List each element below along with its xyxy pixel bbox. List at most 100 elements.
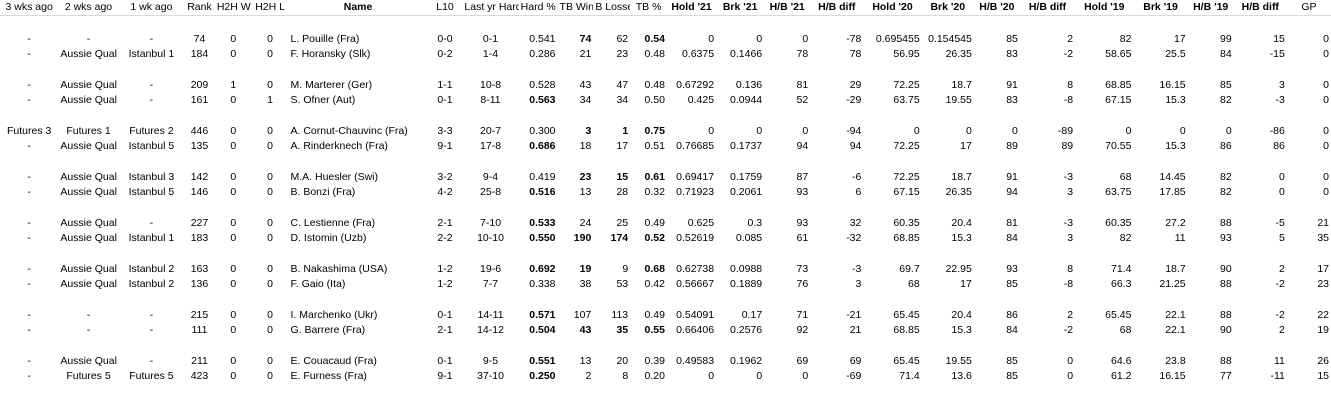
cell-name[interactable]: F. Gaio (Ita) xyxy=(290,278,346,290)
cell-hb-19[interactable]: 88 xyxy=(1220,355,1232,367)
empty-cell[interactable] xyxy=(1133,338,1187,354)
cell-hb-diff-21[interactable]: 94 xyxy=(849,140,862,152)
cell-last-yr-hard[interactable]: 9-5 xyxy=(482,355,499,367)
cell-gp[interactable]: 0 xyxy=(1323,125,1329,137)
cell-hb-19[interactable]: 82 xyxy=(1220,186,1232,198)
cell-hb-20[interactable]: 0 xyxy=(1012,125,1018,137)
cell-hold-21[interactable]: 0 xyxy=(708,33,715,45)
empty-cell[interactable] xyxy=(810,108,863,124)
cell-gp[interactable]: 23 xyxy=(1317,278,1329,290)
empty-cell[interactable] xyxy=(1075,246,1133,262)
cell-l10[interactable]: 0-1 xyxy=(437,355,453,367)
empty-cell[interactable] xyxy=(1287,16,1331,33)
empty-cell[interactable] xyxy=(462,62,518,78)
empty-cell[interactable] xyxy=(1188,154,1234,170)
header-hb-diff-19[interactable]: H/B diff xyxy=(1233,0,1287,16)
empty-cell[interactable] xyxy=(593,292,630,308)
cell-two-wks-ago[interactable]: Aussie Qual xyxy=(60,171,117,183)
cell-tb-losses[interactable]: 9 xyxy=(622,263,629,275)
cell-brk-20[interactable]: 18.7 xyxy=(951,79,972,91)
cell-three-wks-ago[interactable]: - xyxy=(27,232,31,244)
cell-h2h-w[interactable]: 0 xyxy=(230,263,237,275)
cell-three-wks-ago[interactable]: - xyxy=(27,370,31,382)
cell-hb-diff-19[interactable]: -15 xyxy=(1269,48,1285,60)
cell-one-wk-ago[interactable]: Istanbul 1 xyxy=(128,232,175,244)
cell-hold-19[interactable]: 65.45 xyxy=(1105,309,1132,321)
cell-l10[interactable]: 0-2 xyxy=(437,48,453,60)
cell-name[interactable]: A. Cornut-Chauvinc (Fra) xyxy=(290,125,408,137)
empty-cell[interactable] xyxy=(252,154,289,170)
cell-hold-19[interactable]: 82 xyxy=(1119,33,1132,45)
cell-tb-pct[interactable]: 0.42 xyxy=(644,278,665,290)
cell-hb-diff-21[interactable]: 78 xyxy=(849,48,862,60)
cell-hold-20[interactable]: 0.695455 xyxy=(875,33,920,45)
empty-cell[interactable] xyxy=(922,62,974,78)
cell-h2h-l[interactable]: 0 xyxy=(267,171,273,183)
empty-cell[interactable] xyxy=(1188,16,1234,33)
header-brk-20[interactable]: Brk '20 xyxy=(921,0,974,16)
empty-cell[interactable] xyxy=(252,200,289,216)
cell-brk-20[interactable]: 20.4 xyxy=(951,217,972,229)
cell-hb-21[interactable]: 0 xyxy=(802,370,809,382)
empty-cell[interactable] xyxy=(593,338,630,354)
empty-cell[interactable] xyxy=(519,154,558,170)
header-gp[interactable]: GP xyxy=(1286,0,1331,16)
cell-brk-21[interactable]: 0.2576 xyxy=(730,324,763,336)
cell-last-yr-hard[interactable]: 8-11 xyxy=(480,94,501,106)
cell-hb-diff-20[interactable]: -2 xyxy=(1063,324,1074,336)
cell-hard-pct[interactable]: 0.571 xyxy=(529,309,556,321)
cell-h2h-w[interactable]: 0 xyxy=(230,125,237,137)
empty-cell[interactable] xyxy=(922,292,974,308)
empty-cell[interactable] xyxy=(1133,62,1187,78)
cell-brk-20[interactable]: 0.154545 xyxy=(928,33,972,45)
empty-cell[interactable] xyxy=(119,338,184,354)
empty-cell[interactable] xyxy=(630,154,667,170)
cell-gp[interactable]: 0 xyxy=(1323,140,1329,152)
cell-two-wks-ago[interactable]: Aussie Qual xyxy=(60,186,117,198)
header-hb-diff-21[interactable]: H/B diff xyxy=(810,0,864,16)
cell-brk-21[interactable]: 0.17 xyxy=(741,309,763,321)
empty-cell[interactable] xyxy=(558,108,594,124)
empty-cell[interactable] xyxy=(252,246,289,262)
empty-cell[interactable] xyxy=(922,246,974,262)
header-tb-losses[interactable]: B Losse xyxy=(593,0,631,16)
cell-hb-20[interactable]: 84 xyxy=(1006,324,1018,336)
cell-gp[interactable]: 19 xyxy=(1317,324,1329,336)
cell-name[interactable]: A. Rinderknech (Fra) xyxy=(290,140,388,152)
empty-cell[interactable] xyxy=(0,338,58,354)
empty-cell[interactable] xyxy=(863,16,921,33)
empty-cell[interactable] xyxy=(1075,338,1133,354)
cell-last-yr-hard[interactable]: 25-8 xyxy=(480,186,502,198)
cell-brk-21[interactable]: 0.2061 xyxy=(730,186,763,198)
empty-cell[interactable] xyxy=(810,246,863,262)
cell-brk-21[interactable]: 0.0988 xyxy=(730,263,763,275)
cell-hb-19[interactable]: 88 xyxy=(1220,278,1232,290)
empty-cell[interactable] xyxy=(630,338,667,354)
cell-hold-19[interactable]: 64.6 xyxy=(1111,355,1132,367)
cell-three-wks-ago[interactable]: - xyxy=(27,278,31,290)
empty-cell[interactable] xyxy=(716,338,764,354)
empty-cell[interactable] xyxy=(1234,108,1287,124)
empty-cell[interactable] xyxy=(974,62,1020,78)
cell-tb-wins[interactable]: 24 xyxy=(579,217,592,229)
cell-hold-21[interactable]: 0.62738 xyxy=(676,263,715,275)
cell-name[interactable]: S. Ofner (Aut) xyxy=(290,94,356,106)
cell-rank[interactable]: 446 xyxy=(190,125,209,137)
cell-gp[interactable]: 0 xyxy=(1323,79,1329,91)
empty-cell[interactable] xyxy=(119,62,184,78)
empty-cell[interactable] xyxy=(0,246,58,262)
empty-cell[interactable] xyxy=(863,246,921,262)
cell-brk-21[interactable]: 0.1962 xyxy=(730,355,763,367)
empty-cell[interactable] xyxy=(593,246,630,262)
empty-cell[interactable] xyxy=(184,16,215,33)
empty-cell[interactable] xyxy=(215,246,252,262)
cell-h2h-w[interactable]: 0 xyxy=(230,355,237,367)
cell-tb-wins[interactable]: 34 xyxy=(579,94,592,106)
empty-cell[interactable] xyxy=(288,108,427,124)
empty-cell[interactable] xyxy=(58,16,118,33)
cell-name[interactable]: E. Couacaud (Fra) xyxy=(290,355,377,367)
cell-brk-21[interactable]: 0 xyxy=(756,33,763,45)
cell-three-wks-ago[interactable]: - xyxy=(27,355,31,367)
cell-rank[interactable]: 184 xyxy=(190,48,209,60)
cell-hold-21[interactable]: 0 xyxy=(708,370,715,382)
